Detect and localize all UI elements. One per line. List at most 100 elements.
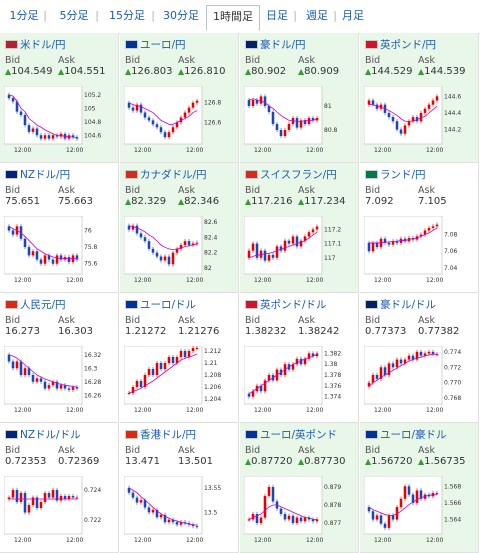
currency-panel[interactable]: 米ドル/円 Bid Ask ▲104.549 ▲104.551 105.2 105 104.8… xyxy=(0,33,119,163)
plot-area xyxy=(243,85,323,145)
currency-panel[interactable]: 豪ドル/ドル Bid Ask 0.77373 0.77382 0.774 0.772 0.77… xyxy=(360,293,479,423)
tab-daily[interactable]: 日足 xyxy=(262,5,297,27)
currency-panel[interactable]: スイスフラン/円 Bid Ask ▲117.216 ▲117.234 117.2 117.1… xyxy=(240,163,359,293)
candle-body xyxy=(299,517,303,522)
ask-price: 13.501 xyxy=(178,456,213,467)
currency-pair-link[interactable]: 豪ドル/円 xyxy=(245,37,306,52)
currency-pair-link[interactable]: スイスフラン/円 xyxy=(245,167,337,182)
y-tick-label: 0.768 xyxy=(444,395,461,402)
currency-panel[interactable]: ユーロ/英ポンド Bid Ask ▲0.87720 ▲0.87730 0.879 0.878… xyxy=(240,423,359,553)
plot-area xyxy=(243,475,323,535)
candle-body xyxy=(247,393,251,397)
candle-body xyxy=(263,250,267,261)
candle-body xyxy=(271,254,275,258)
currency-panel[interactable]: ユーロ/ドル Bid Ask 1.21272 1.21276 1.212 1.21 1.208… xyxy=(120,293,239,423)
y-tick-label: 105 xyxy=(84,105,96,112)
mini-chart[interactable]: 117.2 117.1 117 12:00 12:00 xyxy=(243,215,354,286)
candle-body xyxy=(171,357,175,363)
currency-panel[interactable]: 英ポンド/ドル Bid Ask 1.38232 1.38242 1.382 1.38 1.37… xyxy=(240,293,359,423)
candle-body xyxy=(191,243,195,245)
flag-icon xyxy=(125,429,138,439)
moving-average-line xyxy=(128,487,198,526)
currency-pair-link[interactable]: ユーロ/ドル xyxy=(125,297,196,312)
x-tick-label: 12:00 xyxy=(186,277,203,284)
candle-body xyxy=(55,255,59,264)
mini-chart[interactable]: 16.32 16.3 16.28 16.26 12:00 12:00 xyxy=(3,345,114,416)
currency-pair-link[interactable]: ランド/円 xyxy=(365,167,426,182)
candle-body xyxy=(403,359,407,364)
tab-1hour[interactable]: 1時間足 xyxy=(206,5,260,31)
candle-body xyxy=(267,106,271,112)
currency-panel[interactable]: ユーロ/豪ドル Bid Ask ▲1.56720 ▲1.56735 1.568 1.566 1… xyxy=(360,423,479,553)
currency-panel[interactable]: NZドル/ドル Bid Ask 0.72353 0.72369 0.724 0.722 12:… xyxy=(0,423,119,553)
candle-body xyxy=(303,120,307,124)
currency-pair-link[interactable]: 人民元/円 xyxy=(5,297,66,312)
mini-chart[interactable]: 1.568 1.566 1.564 12:00 12:00 xyxy=(363,475,474,546)
currency-panel[interactable]: 香港ドル/円 Bid Ask 13.471 13.501 13.55 13.5 12:00 12… xyxy=(120,423,239,553)
x-tick-label: 12:00 xyxy=(66,147,83,154)
currency-panel[interactable]: NZドル/円 Bid Ask 75.651 75.663 76 75.8 75.6 12:00 1… xyxy=(0,163,119,293)
candle-body xyxy=(127,102,131,108)
flag-icon xyxy=(125,299,138,309)
up-arrow-icon: ▲ xyxy=(178,197,185,206)
currency-pair-link[interactable]: カナダドル/円 xyxy=(125,167,207,182)
currency-panel[interactable]: ランド/円 Bid Ask 7.092 7.105 7.08 7.06 7.04 12:00 12… xyxy=(360,163,479,293)
bid-value: ▲82.329 xyxy=(125,196,166,207)
mini-chart[interactable]: 81 80.8 12:00 12:00 xyxy=(243,85,354,156)
candle-body xyxy=(59,496,63,501)
tab-1min[interactable]: 1分足 xyxy=(6,5,47,27)
candle-body xyxy=(391,363,395,368)
currency-pair-link[interactable]: NZドル/ドル xyxy=(5,427,81,442)
candle-body xyxy=(427,104,431,109)
tab-15min[interactable]: 15分足 xyxy=(104,5,155,27)
candle-body xyxy=(399,498,403,508)
candle-body xyxy=(399,129,403,134)
currency-pair-link[interactable]: ユーロ/豪ドル xyxy=(365,427,447,442)
y-tick-label: 0.770 xyxy=(444,380,461,387)
currency-panel[interactable]: カナダドル/円 Bid Ask ▲82.329 ▲82.346 82.6 82.4 82.2 8… xyxy=(120,163,239,293)
mini-chart[interactable]: 13.55 13.5 12:00 12:00 xyxy=(123,475,234,546)
candle-body xyxy=(23,368,27,375)
mini-chart[interactable]: 144.6 144.4 144.2 12:00 12:00 xyxy=(363,85,474,156)
currency-pair-link[interactable]: ユーロ/円 xyxy=(125,37,186,52)
currency-panel[interactable]: ユーロ/円 Bid Ask ▲126.803 ▲126.810 126.8 126.6 12:… xyxy=(120,33,239,163)
currency-pair-link[interactable]: 香港ドル/円 xyxy=(125,427,196,442)
currency-panel[interactable]: 英ポンド/円 Bid Ask ▲144.529 ▲144.539 144.6 144.4 14… xyxy=(360,33,479,163)
bid-value: ▲104.549 xyxy=(5,66,53,77)
plot-area xyxy=(243,345,323,405)
candle-body xyxy=(271,487,275,502)
candle-body xyxy=(195,526,199,528)
tab-30min[interactable]: 30分足 xyxy=(163,9,199,22)
currency-pair-link[interactable]: NZドル/円 xyxy=(5,167,70,182)
currency-pair-link[interactable]: 英ポンド/ドル xyxy=(245,297,327,312)
mini-chart[interactable]: 76 75.8 75.6 12:00 12:00 xyxy=(3,215,114,286)
currency-pair-link[interactable]: 豪ドル/ドル xyxy=(365,297,436,312)
candle-body xyxy=(275,124,279,130)
currency-pair-link[interactable]: 英ポンド/円 xyxy=(365,37,436,52)
bid-label: Bid xyxy=(245,185,261,196)
mini-chart[interactable]: 126.8 126.6 12:00 12:00 xyxy=(123,85,234,156)
currency-pair-link[interactable]: ユーロ/英ポンド xyxy=(245,427,337,442)
candle-body xyxy=(51,381,55,386)
tab-5min[interactable]: 5分足 xyxy=(54,5,99,27)
tab-weekly[interactable]: 週足 xyxy=(302,5,337,27)
mini-chart[interactable]: 105.2 105 104.8 104.6 12:00 12:00 xyxy=(3,85,114,156)
currency-panel[interactable]: 豪ドル/円 Bid Ask ▲80.902 ▲80.909 81 80.8 12:00 12:0… xyxy=(240,33,359,163)
y-tick-label: 81 xyxy=(324,103,332,110)
y-tick-label: 0.772 xyxy=(444,364,461,371)
candle-body xyxy=(63,496,67,499)
candle-body xyxy=(195,100,199,103)
candle-body xyxy=(287,124,291,130)
up-arrow-icon: ▲ xyxy=(245,457,252,466)
mini-chart[interactable]: 0.879 0.878 0.877 12:00 12:00 xyxy=(243,475,354,546)
currency-panel[interactable]: 人民元/円 Bid Ask 16.273 16.303 16.32 16.3 16.28 16.… xyxy=(0,293,119,423)
candle-body xyxy=(303,517,307,522)
currency-pair-link[interactable]: 米ドル/円 xyxy=(5,37,66,52)
tab-monthly[interactable]: 月足 xyxy=(342,9,364,22)
mini-chart[interactable]: 0.724 0.722 12:00 12:00 xyxy=(3,475,114,546)
